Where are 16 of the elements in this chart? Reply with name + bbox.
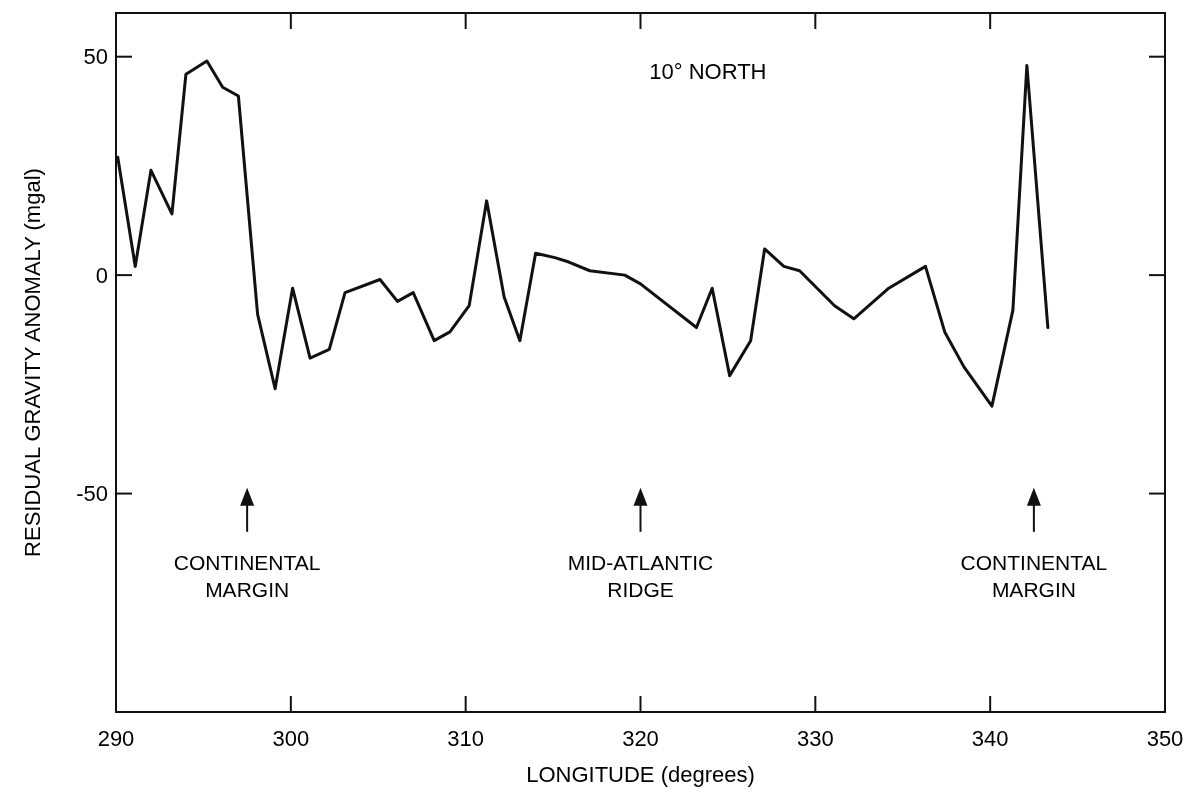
x-tick-label: 290 bbox=[97, 726, 135, 751]
annotation: CONTINENTAL MARGIN bbox=[960, 550, 1108, 601]
x-tick-label: 310 bbox=[447, 726, 485, 751]
x-tick-label: 320 bbox=[622, 726, 659, 751]
x-tick-label: 350 bbox=[1146, 726, 1184, 751]
y-tick-label: 50 bbox=[83, 44, 108, 70]
y-axis-title: RESIDUAL GRAVITY ANOMALY (mgal) bbox=[20, 168, 45, 557]
y-tick-label: 0 bbox=[95, 262, 108, 288]
x-tick-label: 330 bbox=[796, 726, 834, 751]
y-tick-label: -50 bbox=[76, 481, 108, 507]
annotation: CONTINENTAL MARGIN bbox=[173, 550, 321, 601]
annotation: MID-ATLANTIC RIDGE bbox=[567, 550, 714, 601]
x-tick-label: 340 bbox=[971, 726, 1009, 751]
x-axis-title: LONGITUDE (degrees) bbox=[526, 762, 755, 787]
x-tick-label: 300 bbox=[272, 726, 310, 751]
text: 10° NORTH bbox=[649, 58, 767, 84]
